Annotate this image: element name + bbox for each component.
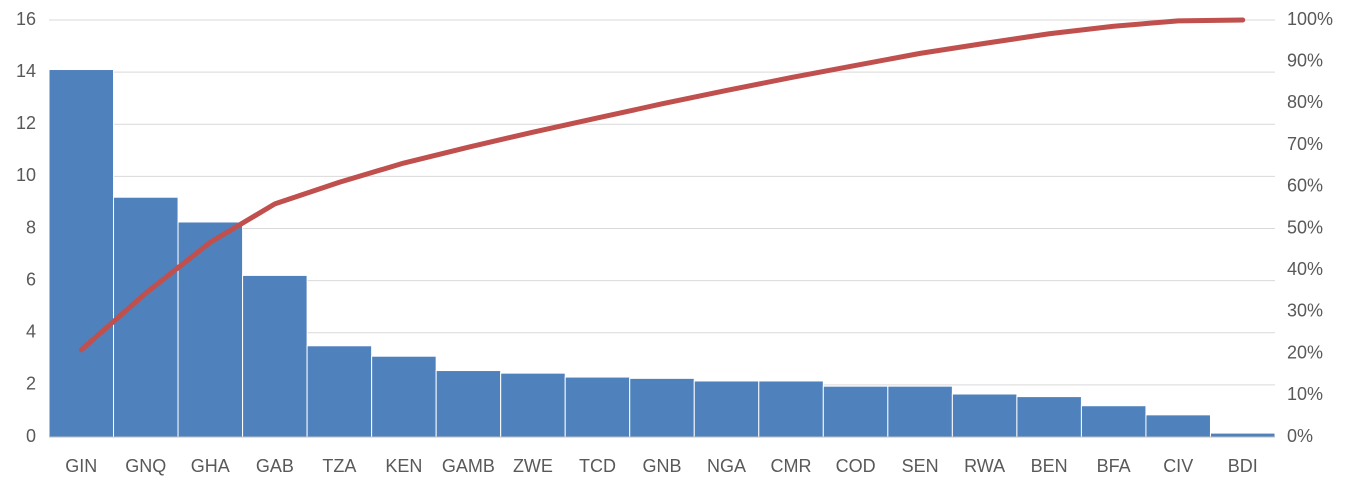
x-tick-label: GIN [65,456,97,476]
y2-tick-label: 40% [1287,259,1323,279]
bar [113,196,179,438]
x-tick-label: GNQ [125,456,166,476]
y2-tick-label: 70% [1287,134,1323,154]
bar [1016,396,1082,438]
x-tick-label: NGA [707,456,746,476]
y-tick-label: 6 [26,269,36,289]
x-tick-label: GHA [191,456,230,476]
x-tick-label: RWA [964,456,1005,476]
y-tick-label: 2 [26,374,36,394]
x-tick-label: GAMB [442,456,495,476]
x-tick-label: BFA [1097,456,1131,476]
x-tick-label: GAB [256,456,294,476]
bar [48,69,115,438]
bar [1209,432,1276,438]
x-tick-label: COD [836,456,876,476]
y-tick-label: 0 [26,426,36,446]
bar [242,274,308,438]
bar [951,393,1018,438]
y-tick-label: 10 [16,165,36,185]
bar [500,372,566,438]
x-tick-label: TZA [322,456,356,476]
cumulative-line [78,17,1246,353]
x-tick-label: CMR [771,456,812,476]
y2-tick-label: 0% [1287,426,1313,446]
x-tick-label: BDI [1228,456,1258,476]
y-tick-label: 12 [16,113,36,133]
y2-tick-label: 50% [1287,217,1323,237]
y-tick-label: 8 [26,217,36,237]
y2-tick-label: 80% [1287,92,1323,112]
x-tick-label: BEN [1031,456,1068,476]
x-tick-label: ZWE [513,456,553,476]
bar [822,385,889,438]
x-tick-label: TCD [579,456,616,476]
x-tick-label: CIV [1163,456,1193,476]
bar [371,355,437,438]
bar [887,385,953,438]
bar [1080,405,1147,438]
y2-tick-label: 10% [1287,384,1323,404]
bar [693,380,760,438]
bar [1145,414,1211,438]
bar [177,221,244,438]
x-tick-label: KEN [385,456,422,476]
y2-tick-label: 30% [1287,301,1323,321]
bar [758,380,824,438]
y-tick-label: 16 [16,9,36,29]
y2-tick-label: 20% [1287,342,1323,362]
y-tick-label: 4 [26,322,36,342]
bar [435,370,502,438]
y2-tick-label: 100% [1287,9,1333,29]
bar [629,377,695,438]
y2-tick-label: 60% [1287,176,1323,196]
x-tick-label: GNB [642,456,681,476]
y-tick-label: 14 [16,61,36,81]
x-tick-label: SEN [902,456,939,476]
bar [306,345,373,438]
bar [564,376,631,438]
y2-tick-label: 90% [1287,50,1323,70]
